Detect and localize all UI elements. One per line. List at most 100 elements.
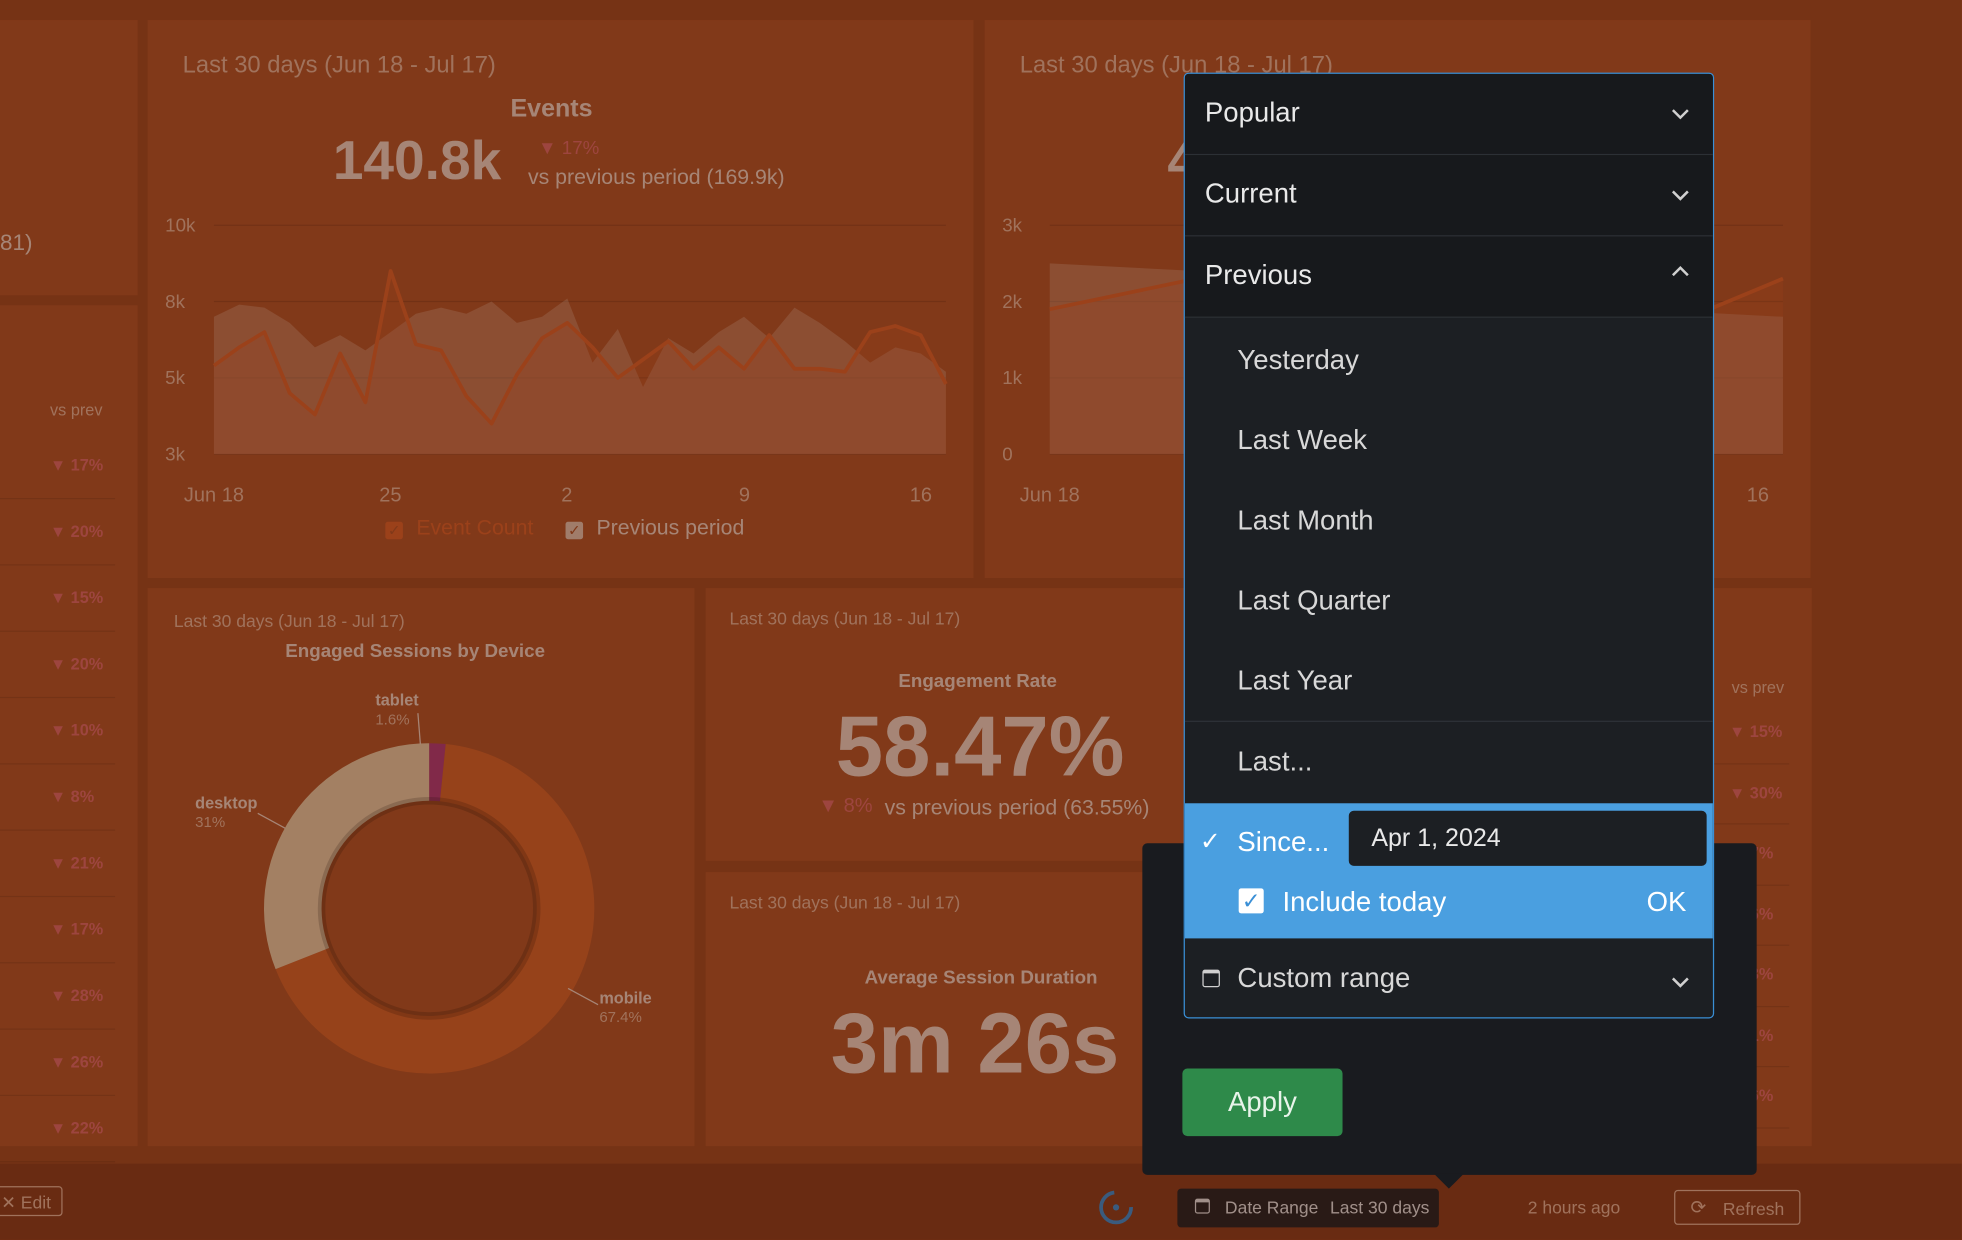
left-panel-value: 81) xyxy=(0,230,33,256)
check-icon: ✓ xyxy=(1199,828,1221,856)
date-range-label: Date Range xyxy=(1224,1197,1319,1218)
change-row: ▼ 20% xyxy=(0,632,116,699)
group-previous-label: Previous xyxy=(1204,258,1313,291)
events-change: ▼ 17% xyxy=(538,137,600,159)
option-last-year[interactable]: Last Year xyxy=(1237,664,1353,696)
change-value: ▼ 10% xyxy=(50,720,104,739)
events-vs-previous: vs previous period (169.9k) xyxy=(528,165,785,189)
previous-period-area xyxy=(213,298,946,455)
desktop-label-line xyxy=(257,812,286,829)
x-tick-label: 25 xyxy=(379,485,401,507)
group-popular-label: Popular xyxy=(1204,96,1300,128)
option-last-week[interactable]: Last Week xyxy=(1237,424,1367,456)
mobile-percent: 67.4% xyxy=(599,1009,642,1026)
loading-spinner-icon xyxy=(1099,1190,1133,1225)
option-last-quarter[interactable]: Last Quarter xyxy=(1237,584,1391,616)
duration-value: 3m 26s xyxy=(830,995,1120,1092)
y-tick-label: 1k xyxy=(1002,367,1022,388)
date-range-dropdown: Popular Current Previous Yesterday Last … xyxy=(1183,72,1715,1019)
group-previous[interactable]: Previous xyxy=(1184,236,1713,318)
y-tick-label: 3k xyxy=(165,443,185,464)
option-since[interactable]: ✓ Since... ✓ Include today OK xyxy=(1184,803,1713,939)
events-change-value: 17% xyxy=(561,137,600,159)
change-row: ▼ 17% xyxy=(0,897,116,964)
change-row: ▼ 15% xyxy=(1704,703,1790,764)
change-row: ▼ 21% xyxy=(0,831,116,898)
desktop-slice xyxy=(264,743,430,970)
change-value: ▼ 20% xyxy=(50,653,104,673)
since-date-input[interactable] xyxy=(1348,810,1707,866)
group-current[interactable]: Current xyxy=(1184,155,1713,237)
group-popular[interactable]: Popular xyxy=(1184,73,1713,156)
refresh-label: Refresh xyxy=(1722,1198,1785,1219)
include-today-label: Include today xyxy=(1282,885,1447,918)
duration-title: Average Session Duration xyxy=(864,967,1098,989)
popup-pointer xyxy=(1433,1173,1464,1189)
option-last-month[interactable]: Last Month xyxy=(1237,504,1374,536)
events-title: Events xyxy=(510,95,593,123)
x-tick-label: 2 xyxy=(561,485,572,507)
left-panel-list: vs prev ▼ 17% ▼ 20% ▼ 15% ▼ 20% ▼ 10% ▼ 8% ▼ 2… xyxy=(0,305,138,1163)
change-value: ▼ 17% xyxy=(50,454,104,474)
mobile-label: mobile xyxy=(599,989,651,1007)
change-row: ▼ 30% xyxy=(1704,764,1790,825)
date-range-value: Last 30 days xyxy=(1330,1197,1430,1218)
sessions-title: Engaged Sessions by Device xyxy=(285,640,546,662)
y-tick-label: 3k xyxy=(1002,214,1022,235)
engagement-value: 58.47% xyxy=(835,699,1125,795)
change-row: ▼ 26% xyxy=(0,1030,116,1097)
legend-previous-period-label: Previous period xyxy=(596,515,745,540)
sessions-period: Last 30 days (Jun 18 - Jul 17) xyxy=(173,610,405,631)
x-tick-label: 9 xyxy=(739,485,750,507)
events-value: 140.8k xyxy=(332,130,502,192)
y-tick-label: 8k xyxy=(165,291,185,312)
change-value: ▼ 26% xyxy=(50,1051,104,1071)
duration-period: Last 30 days (Jun 18 - Jul 17) xyxy=(729,892,961,913)
refresh-button[interactable]: ⟳ Refresh xyxy=(1674,1189,1801,1225)
custom-range-option[interactable]: Custom range xyxy=(1185,940,1713,1018)
event-count-area xyxy=(213,271,946,455)
refresh-icon: ⟳ xyxy=(1690,1197,1707,1219)
engagement-change-value: 8% xyxy=(843,795,873,818)
change-row: ▼ 22% xyxy=(0,1096,116,1163)
tablet-slice xyxy=(429,743,446,802)
date-range-button[interactable]: Date Range Last 30 days xyxy=(1177,1188,1439,1228)
y-tick-label: 0 xyxy=(1002,443,1012,464)
change-row: ▼ 15% xyxy=(0,566,116,632)
left-panel-top: 81) xyxy=(0,20,138,296)
x-tick-label: Jun 18 xyxy=(184,485,244,507)
apply-button[interactable]: Apply xyxy=(1182,1068,1343,1137)
checkbox-icon: ✓ xyxy=(565,521,584,540)
calendar-icon xyxy=(1194,1198,1210,1214)
change-value: ▼ 22% xyxy=(50,1117,104,1137)
change-row: ▼ 17% xyxy=(0,433,116,500)
legend-event-count[interactable]: ✓ Event Count xyxy=(385,515,533,540)
checkbox-icon: ✓ xyxy=(385,521,403,540)
mobile-slice xyxy=(275,744,595,1074)
events-chart: 10k 8k 5k 3k Jun 18 25 2 9 16 xyxy=(165,214,948,507)
include-today-checkbox[interactable]: ✓ xyxy=(1238,888,1264,914)
y-tick-label: 10k xyxy=(165,214,196,235)
edit-button[interactable]: ✕ Edit xyxy=(0,1186,63,1217)
change-value: ▼ 20% xyxy=(50,521,104,540)
since-label: Since... xyxy=(1237,825,1330,858)
engagement-title: Engagement Rate xyxy=(898,670,1057,692)
mobile-label-line xyxy=(567,987,599,1006)
chevron-down-icon xyxy=(1671,977,1689,988)
tablet-label-line xyxy=(417,713,422,745)
change-value: ▼ 17% xyxy=(50,919,104,938)
ok-button[interactable]: OK xyxy=(1646,885,1687,918)
change-value: ▼ 15% xyxy=(1729,722,1783,742)
custom-range-label: Custom range xyxy=(1237,962,1411,994)
legend-previous-period[interactable]: ✓ Previous period xyxy=(565,515,745,540)
option-yesterday[interactable]: Yesterday xyxy=(1237,344,1359,376)
last-updated: 2 hours ago xyxy=(1527,1197,1621,1218)
desktop-label: desktop xyxy=(195,794,257,812)
divider xyxy=(1184,720,1713,722)
engagement-card: Last 30 days (Jun 18 - Jul 17) Engagemen… xyxy=(705,588,1232,861)
left-vs-prev-header: vs prev xyxy=(50,400,103,420)
close-icon: ✕ xyxy=(1,1192,16,1213)
option-last-n[interactable]: Last... xyxy=(1237,745,1313,777)
chevron-down-icon xyxy=(1671,109,1689,120)
